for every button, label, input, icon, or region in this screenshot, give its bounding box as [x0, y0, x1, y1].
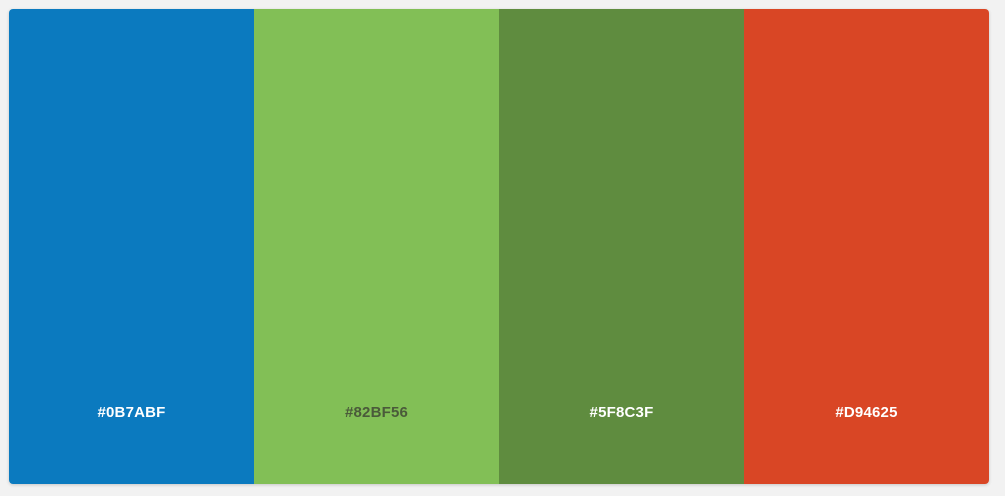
swatch-5f8c3f[interactable]: #5F8C3F [499, 9, 744, 484]
swatch-d94625[interactable]: #D94625 [744, 9, 989, 484]
swatch-82bf56[interactable]: #82BF56 [254, 9, 499, 484]
swatch-hex-label: #D94625 [835, 404, 898, 421]
color-palette: #0B7ABF #82BF56 #5F8C3F #D94625 [9, 9, 989, 484]
swatch-hex-label: #0B7ABF [97, 404, 166, 421]
swatch-hex-label: #82BF56 [344, 404, 409, 421]
swatch-0b7abf[interactable]: #0B7ABF [9, 9, 254, 484]
swatch-hex-label: #5F8C3F [589, 404, 654, 421]
